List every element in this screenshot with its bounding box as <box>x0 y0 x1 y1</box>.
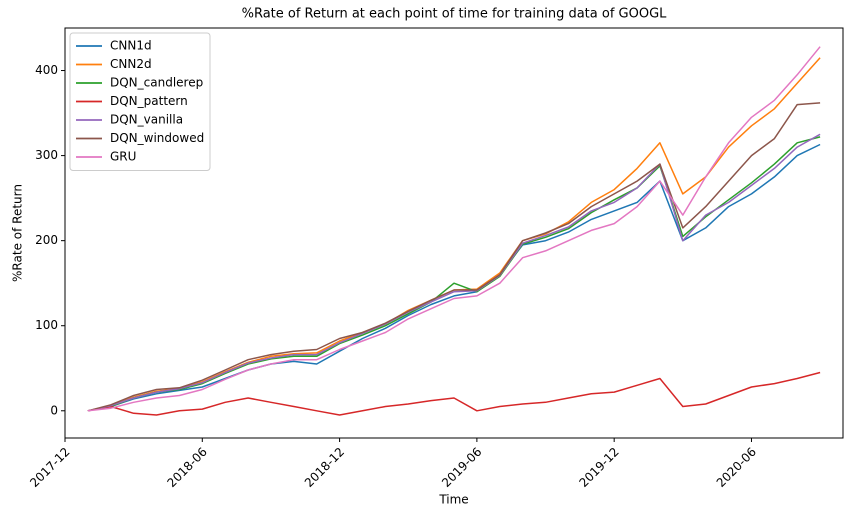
series-line <box>87 46 821 412</box>
series-line <box>87 102 821 412</box>
legend-label: DQN_vanilla <box>110 113 183 127</box>
y-tick-label: 100 <box>35 318 58 332</box>
y-tick-label: 300 <box>35 148 58 162</box>
legend-label: DQN_pattern <box>110 94 188 108</box>
legend-label: CNN1d <box>110 39 152 53</box>
legend-box <box>69 32 211 171</box>
x-tick-label: 2019-12 <box>576 445 621 490</box>
x-tick-label: 2017-12 <box>27 445 72 490</box>
y-tick-label: 0 <box>50 403 58 417</box>
series-line <box>87 371 821 416</box>
legend-label: CNN2d <box>110 57 152 71</box>
x-axis-label: Time <box>438 493 468 507</box>
legend-label: DQN_windowed <box>110 131 204 145</box>
series-line <box>87 143 821 412</box>
x-tick-label: 2018-06 <box>165 445 210 490</box>
x-tick-label: 2019-06 <box>439 445 484 490</box>
chart-title: %Rate of Return at each point of time fo… <box>242 7 668 22</box>
series-line <box>87 133 821 412</box>
x-tick-label: 2020-06 <box>714 445 759 490</box>
series-line <box>87 136 821 412</box>
y-tick-label: 200 <box>35 233 58 247</box>
legend-label: DQN_candlerep <box>110 76 203 90</box>
y-axis-label: %Rate of Return <box>11 184 25 282</box>
legend-label: GRU <box>110 150 136 164</box>
plot-frame <box>64 27 844 439</box>
x-tick-label: 2018-12 <box>302 445 347 490</box>
y-tick-label: 400 <box>35 63 58 77</box>
